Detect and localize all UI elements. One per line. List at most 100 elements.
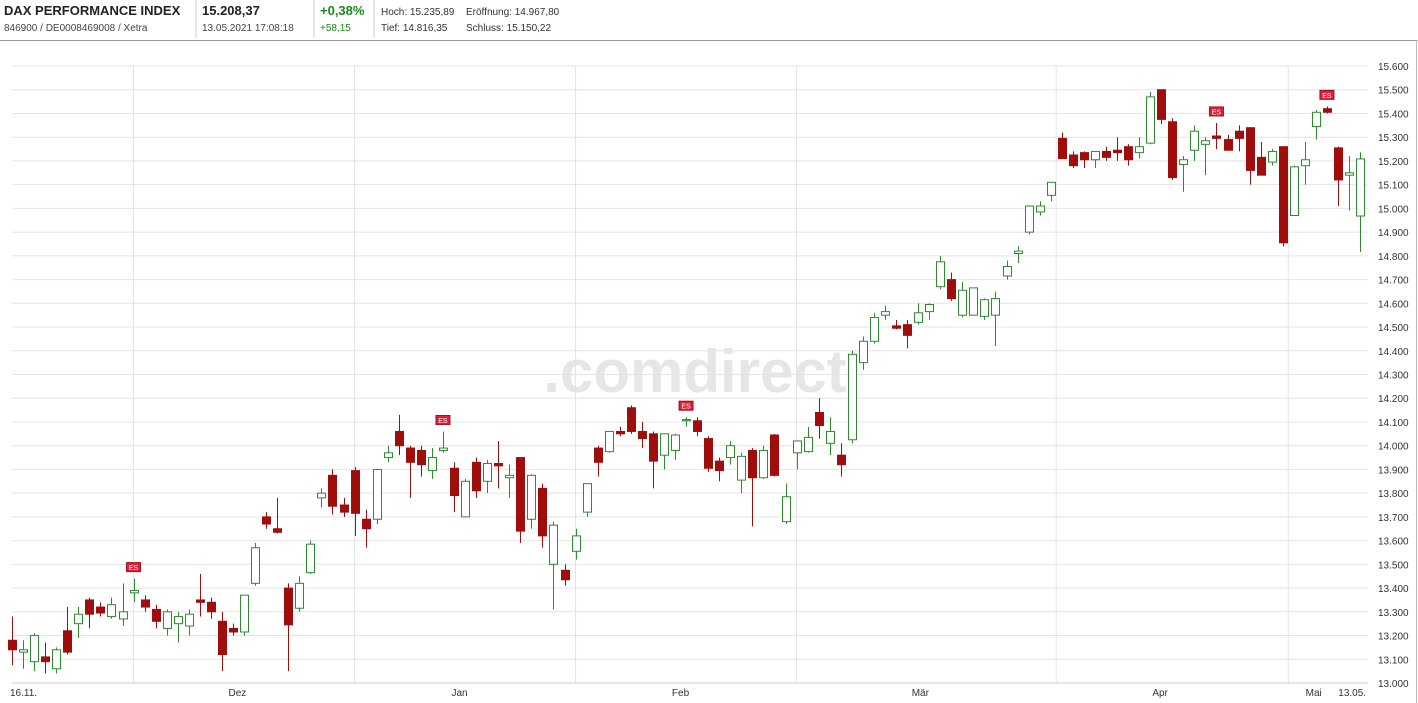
candle-body: [207, 601, 216, 613]
candle-body: [262, 516, 271, 525]
candle-body: [63, 630, 72, 653]
candle-body: [461, 480, 470, 518]
y-tick-label: 13.600: [1378, 537, 1409, 548]
event-marker: [435, 414, 451, 425]
candle-body: [229, 627, 238, 633]
candle-body: [958, 289, 967, 316]
candle-body: [450, 467, 459, 497]
candle-body: [1047, 181, 1056, 196]
candle-body: [494, 462, 503, 467]
candle-body: [362, 518, 371, 530]
candle-body: [682, 419, 691, 422]
candle-body: [1025, 205, 1034, 233]
candle-body: [782, 496, 791, 523]
candle-body: [1246, 127, 1255, 171]
y-tick-label: 14.700: [1378, 276, 1409, 287]
candle-body: [660, 433, 669, 456]
y-tick-label: 13.300: [1378, 608, 1409, 619]
event-marker: [1208, 106, 1224, 117]
candle-body: [85, 599, 94, 615]
candle-body: [892, 325, 901, 329]
price: 15.208,37: [202, 3, 260, 18]
prev-close: Schluss: 15.150,22: [466, 23, 551, 34]
y-tick-label: 14.100: [1378, 418, 1409, 429]
candle-body: [119, 611, 128, 620]
candle-body: [1334, 147, 1343, 181]
y-tick-label: 15.500: [1378, 86, 1409, 97]
x-tick-label: 16.11.: [10, 688, 37, 699]
candle-body: [328, 474, 337, 507]
y-tick-label: 15.300: [1378, 133, 1409, 144]
candle-body: [881, 311, 890, 316]
y-tick-label: 15.100: [1378, 181, 1409, 192]
x-tick-label: Jan: [451, 688, 467, 699]
candle-body: [1113, 149, 1122, 154]
candle-body: [583, 483, 592, 513]
event-label: ES: [1322, 93, 1332, 100]
candle-body: [373, 468, 382, 520]
candle-body: [317, 492, 326, 499]
candle-body: [74, 613, 83, 625]
candle-body: [671, 434, 680, 451]
candle-body: [616, 430, 625, 435]
y-tick-label: 13.900: [1378, 465, 1409, 476]
candle-body: [218, 620, 227, 656]
header-bg: [0, 0, 1418, 40]
candle-body: [417, 449, 426, 466]
event-label: ES: [1212, 109, 1222, 116]
candle-body: [107, 604, 116, 618]
day-high: Hoch: 15.235,89: [381, 7, 455, 18]
candle-body: [41, 656, 50, 663]
candle-body: [8, 639, 17, 651]
plot: .comdirect 13.000 13.100 13.200 13.300 13.400…: [8, 62, 1409, 699]
timestamp: 13.05.2021 17:08:18: [202, 23, 294, 34]
candle-body: [638, 430, 647, 440]
event-label: ES: [129, 565, 139, 572]
candle-body: [936, 261, 945, 288]
candle-body: [141, 599, 150, 608]
candle-body: [1091, 150, 1100, 161]
candle-body: [848, 353, 857, 441]
event-label: ES: [438, 418, 448, 425]
candle-body: [947, 279, 956, 300]
event-marker: [1319, 89, 1335, 100]
candle-body: [870, 317, 879, 342]
candle-body: [594, 447, 603, 463]
candle-body: [1323, 108, 1332, 113]
candle-body: [251, 547, 260, 584]
x-tick-label: Mär: [912, 688, 930, 699]
candle-body: [1014, 250, 1023, 254]
event-marker: [678, 400, 694, 411]
event-marker: [126, 562, 142, 573]
change-abs: +58,15: [320, 23, 351, 34]
candle-body: [561, 569, 570, 581]
y-tick-label: 15.000: [1378, 204, 1409, 215]
candle-body: [693, 420, 702, 432]
candle-body: [340, 504, 349, 513]
candle-body: [903, 324, 912, 336]
change-pct: +0,38%: [320, 3, 365, 18]
candle-body: [815, 411, 824, 427]
candle-body: [837, 454, 846, 466]
candle-body: [174, 616, 183, 625]
y-tick-label: 13.800: [1378, 489, 1409, 500]
y-tick-label: 15.200: [1378, 157, 1409, 168]
candle-body: [737, 455, 746, 481]
candle-body: [351, 470, 360, 514]
candle-body: [130, 589, 139, 594]
candle-body: [1135, 146, 1144, 154]
candle-body: [163, 611, 172, 629]
candle-body: [30, 635, 39, 663]
candle-body: [859, 340, 868, 364]
candle-body: [1201, 140, 1210, 145]
candle-body: [1301, 159, 1310, 167]
candle-body: [240, 594, 249, 633]
candle-body: [1235, 130, 1244, 139]
candle-body: [748, 449, 757, 479]
watermark: .comdirect: [543, 338, 846, 405]
candle-body: [1190, 130, 1199, 151]
candle-body: [1179, 159, 1188, 165]
candle-body: [1036, 205, 1045, 213]
candle-body: [704, 438, 713, 469]
